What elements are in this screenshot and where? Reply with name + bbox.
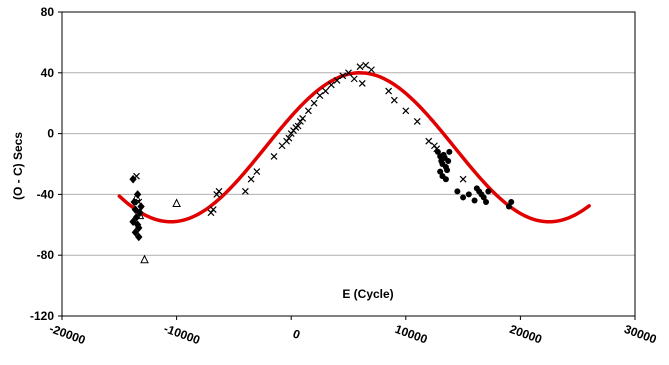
data-point-circle [485, 188, 492, 195]
x-tick-label: 30000 [622, 322, 658, 347]
fit-layer [117, 71, 591, 224]
y-tick-label: 0 [47, 127, 54, 141]
x-tick-label: 20000 [508, 322, 544, 347]
y-tick-label: 80 [41, 5, 55, 19]
data-point-circle [465, 191, 472, 198]
data-point-x [345, 69, 352, 77]
data-point-x [327, 81, 335, 89]
x-tick-label: -20000 [47, 321, 87, 347]
grid-layer [62, 72, 635, 256]
data-point-circle [446, 148, 453, 155]
data-point-circle [460, 194, 467, 201]
data-point-diamond [132, 212, 141, 222]
plot-frame [61, 11, 636, 317]
data-point-x [310, 99, 318, 107]
data-point-diamond [137, 202, 145, 211]
y-tick-label: 40 [41, 66, 55, 80]
data-point-x [367, 66, 375, 74]
data-point-x [253, 168, 261, 176]
fit-curve [117, 71, 591, 224]
data-point-x [459, 175, 467, 183]
points-layer [129, 61, 515, 264]
data-point-circle [508, 199, 515, 205]
data-point-x [294, 122, 302, 130]
data-point-diamond [133, 190, 142, 199]
data-point-circle [444, 167, 451, 174]
y-tick-label: -120 [30, 309, 54, 323]
data-point-x [215, 187, 223, 195]
data-point-x [356, 63, 364, 71]
data-point-triangle [172, 198, 181, 208]
x-tick-label: 0 [291, 327, 302, 343]
data-point-diamond [136, 208, 144, 217]
data-point-circle [483, 199, 490, 205]
data-point-circle [454, 188, 461, 195]
data-point-diamond [131, 228, 140, 237]
data-point-x [413, 118, 421, 125]
data-point-circle [480, 194, 487, 201]
data-point-diamond [131, 205, 140, 214]
data-point-diamond [129, 217, 137, 227]
data-point-x [339, 72, 347, 80]
y-tick-label: -80 [37, 248, 55, 262]
data-point-triangle [140, 254, 149, 264]
data-point-x [322, 87, 330, 95]
data-point-diamond [135, 223, 143, 233]
data-point-x [285, 134, 293, 142]
data-point-circle [437, 168, 444, 175]
y-tick-label: -40 [37, 187, 55, 201]
data-point-x [316, 92, 324, 100]
data-point-x [390, 96, 398, 104]
data-point-x [304, 107, 312, 115]
data-point-x [362, 61, 370, 69]
data-point-diamond [135, 232, 143, 242]
data-point-x [247, 175, 255, 183]
x-axis-label: E (Cycle) [342, 287, 393, 301]
data-point-x [241, 187, 249, 195]
data-point-circle [445, 157, 452, 164]
x-tick-label: -10000 [162, 321, 202, 347]
data-point-x [270, 152, 278, 160]
data-point-x [333, 76, 341, 84]
data-point-x [402, 107, 410, 115]
y-axis-label: (O - C) Secs [11, 132, 25, 200]
x-tick-label: 10000 [393, 322, 429, 347]
data-point-circle [434, 148, 441, 155]
data-point-x [135, 198, 143, 206]
axis-layer [61, 11, 636, 317]
data-point-x [358, 80, 366, 87]
data-point-x [133, 172, 140, 180]
data-point-x [209, 206, 217, 214]
data-point-circle [471, 197, 478, 204]
data-point-x [425, 137, 433, 145]
data-point-circle [442, 176, 449, 183]
data-point-x [350, 75, 358, 83]
data-point-x [385, 87, 393, 95]
data-point-diamond [130, 197, 138, 207]
data-point-x [299, 114, 307, 122]
data-point-circle [505, 203, 512, 210]
